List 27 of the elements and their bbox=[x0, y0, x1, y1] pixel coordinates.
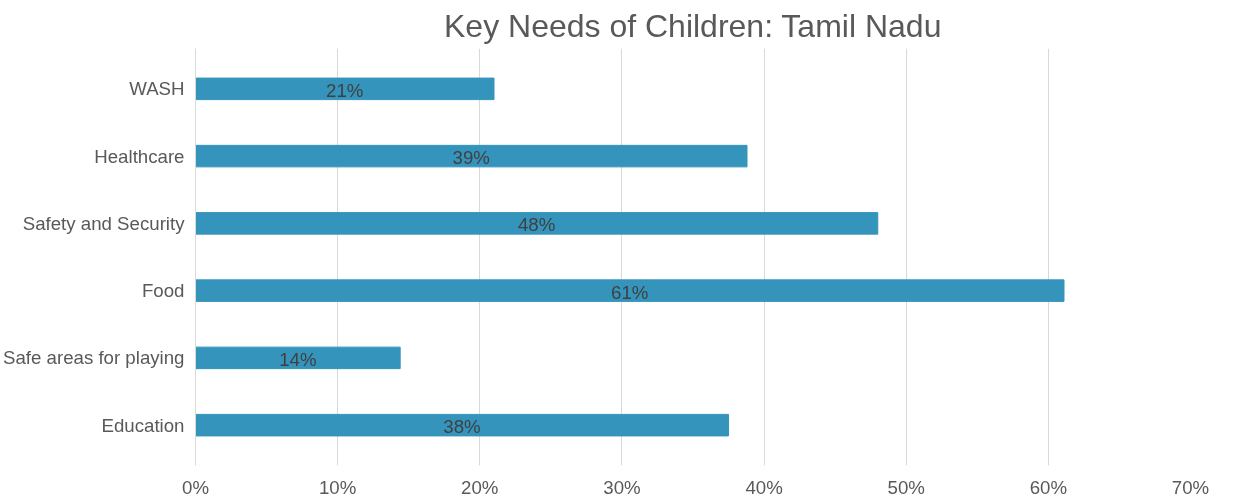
y-tick-label: Safety and Security bbox=[22, 212, 186, 234]
data-label: 39% bbox=[452, 147, 490, 169]
x-tick-label: 20% bbox=[461, 476, 499, 498]
data-label: 14% bbox=[279, 348, 317, 370]
data-label: 38% bbox=[443, 416, 481, 438]
bar bbox=[195, 346, 401, 370]
bar bbox=[195, 144, 748, 168]
x-tick-label: 60% bbox=[1029, 476, 1068, 498]
y-tick-label: Education bbox=[101, 414, 185, 436]
data-label: 61% bbox=[611, 281, 649, 303]
bar bbox=[195, 212, 879, 235]
chart-title: Key Needs of Children: Tamil Nadu bbox=[443, 7, 942, 44]
x-tick-label: 50% bbox=[887, 476, 925, 498]
y-tick-label: Safe areas for playing bbox=[3, 347, 185, 369]
bar bbox=[195, 77, 495, 101]
x-tick-label: 40% bbox=[745, 476, 783, 498]
bar bbox=[195, 279, 1065, 302]
data-label: 21% bbox=[326, 79, 364, 101]
x-tick-label: 0% bbox=[182, 476, 209, 498]
data-label: 48% bbox=[517, 214, 556, 236]
x-tick-label: 70% bbox=[1171, 476, 1210, 498]
bar bbox=[195, 413, 730, 437]
y-tick-label: Healthcare bbox=[94, 145, 185, 167]
x-tick-label: 10% bbox=[318, 476, 357, 498]
y-tick-label: WASH bbox=[129, 78, 185, 100]
x-tick-label: 30% bbox=[603, 476, 641, 498]
y-tick-label: Food bbox=[141, 280, 185, 302]
